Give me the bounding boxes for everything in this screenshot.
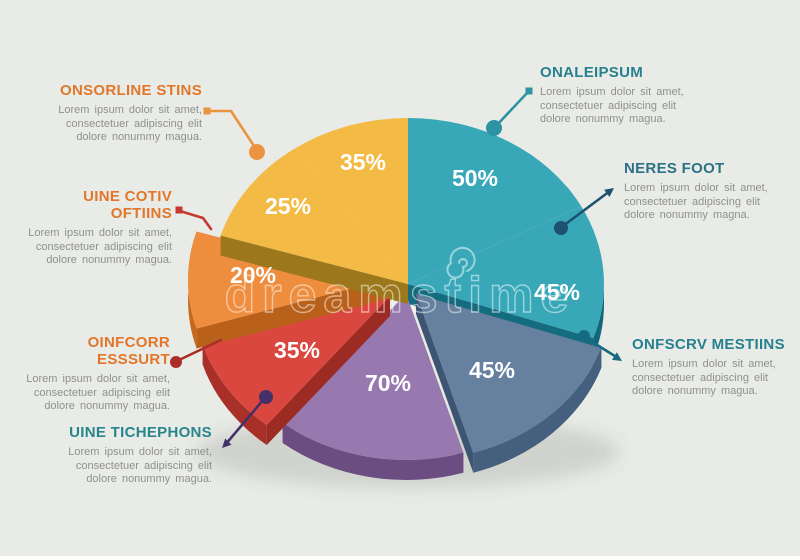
slice-cut-face-slate-45 (416, 294, 474, 473)
slice-cut-face-yellow-25 (220, 235, 408, 304)
callout-oinfcorr-esssurt: OINFCORR ESSSURT Lorem ipsum dolor sit a… (20, 334, 170, 414)
connector-line-onfscrv (584, 336, 620, 360)
connector-line-uine-tichephons (223, 397, 266, 447)
pie-slice-red-35 (202, 296, 390, 425)
callout-body: Lorem ipsum dolor sit amet, consectetuer… (540, 86, 684, 125)
callout-body: Lorem ipsum dolor sit amet, consectetuer… (632, 358, 776, 397)
callout-title: ONSORLINE STINS (59, 82, 202, 99)
connector-arrow-onfscrv (612, 352, 622, 361)
pie-slice-teal-45 (408, 206, 604, 338)
callout-uine-tichephons: UINE TICHEPHONS Lorem ipsum dolor sit am… (62, 424, 212, 487)
callout-body: Lorem ipsum dolor sit amet, consectetuer… (58, 104, 202, 143)
connector-arrow-uine-tichephons (222, 438, 232, 448)
slice-wall-teal-45 (593, 284, 604, 358)
connector-square-onaleipsum (525, 87, 533, 95)
callout-title: UINE COTIV OFTIINS (83, 188, 172, 222)
connector-dot-uine-tichephons (259, 390, 273, 404)
connector-dot-onfscrv (578, 330, 590, 342)
connector-line-neres-foot (561, 189, 612, 228)
connector-square-uine-cotiv (175, 206, 183, 214)
pie-slice-purple-70 (282, 294, 464, 460)
pie-slice-yellow-35 (295, 118, 408, 284)
connector-dot-onsorline (249, 144, 265, 160)
slice-wall-slate-45 (473, 348, 602, 473)
pie-slice-yellow-25 (220, 148, 408, 284)
slice-wall-red-35 (202, 344, 267, 445)
callout-onaleipsum: ONALEIPSUM Lorem ipsum dolor sit amet, c… (540, 64, 708, 127)
bottom-border (0, 556, 800, 560)
callout-title: NERES FOOT (624, 160, 725, 177)
percent-label-red-35: 35% (274, 337, 320, 363)
connector-dot-neres-foot (554, 221, 568, 235)
connector-dot-onaleipsum (486, 120, 502, 136)
callout-body: Lorem ipsum dolor sit amet, consectetuer… (26, 373, 170, 412)
percent-label-purple-70: 70% (365, 370, 411, 396)
callout-body: Lorem ipsum dolor sit amet, consectetuer… (624, 182, 768, 221)
callout-uine-cotiv-oftiins: UINE COTIV OFTIINS Lorem ipsum dolor sit… (22, 188, 172, 268)
connector-line-onsorline (205, 109, 258, 151)
callout-onfscrv-mestiins: ONFSCRV MESTIINS Lorem ipsum dolor sit a… (632, 336, 797, 399)
pie-slice-slate-45 (416, 294, 602, 453)
percent-label-yellow-35: 35% (340, 149, 386, 175)
connector-line-uine-cotiv (178, 209, 213, 231)
watermark-spiral-icon (446, 246, 476, 279)
pie-slice-teal-50 (408, 118, 582, 284)
percent-label-slate-45: 45% (469, 357, 515, 383)
callout-title: ONALEIPSUM (540, 64, 644, 81)
callout-connectors (170, 87, 622, 448)
callout-title: UINE TICHEPHONS (69, 424, 212, 441)
percent-label-yellow-25: 25% (265, 193, 311, 219)
callout-body: Lorem ipsum dolor sit amet, consectetuer… (28, 227, 172, 266)
percent-label-teal-45: 45% (534, 279, 580, 305)
connector-line-onaleipsum (494, 90, 530, 128)
connector-arrow-neres-foot (604, 188, 614, 197)
percent-label-teal-50: 50% (452, 165, 498, 191)
connector-dot-oinfcorr (170, 356, 182, 368)
callout-title: OINFCORR ESSSURT (87, 334, 170, 368)
callout-title: ONFSCRV MESTIINS (632, 336, 785, 353)
connector-line-oinfcorr (175, 338, 223, 363)
pie-slices (188, 118, 604, 480)
callout-onsorline-stins: ONSORLINE STINS Lorem ipsum dolor sit am… (50, 82, 202, 145)
connector-square-onsorline (203, 107, 211, 115)
callout-neres-foot: NERES FOOT Lorem ipsum dolor sit amet, c… (624, 160, 792, 223)
slice-wall-purple-70 (282, 423, 464, 480)
slice-cut-face-red-35 (266, 296, 390, 445)
slice-cut-face-orange-20 (196, 280, 384, 349)
callout-body: Lorem ipsum dolor sit amet, consectetuer… (68, 446, 212, 485)
percent-label-orange-20: 20% (230, 262, 276, 288)
percent-labels: 50% 45% 45% 70% 35% 20% 25% 35% (230, 149, 580, 396)
